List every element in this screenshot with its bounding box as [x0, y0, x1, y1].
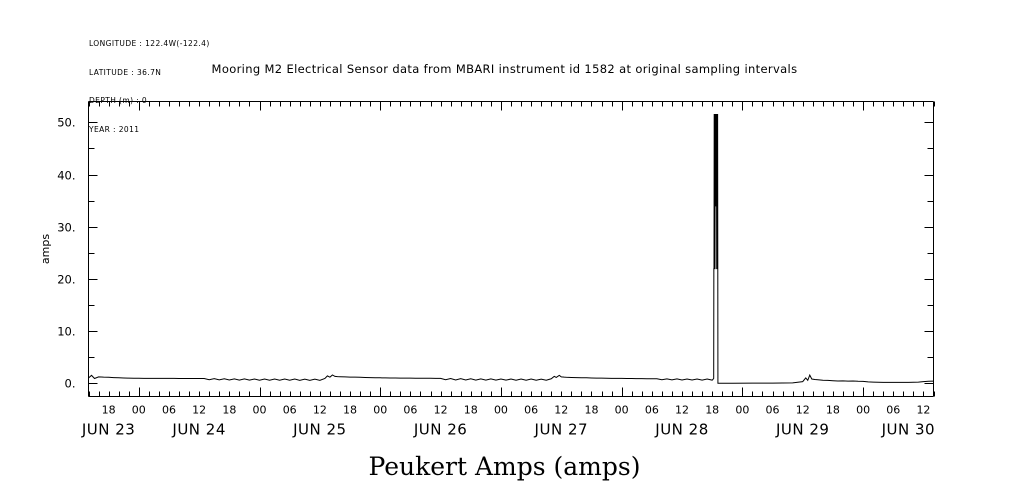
- x-hour-label-5: 00: [253, 404, 267, 417]
- y-tick-label-10: 10.: [57, 325, 75, 339]
- x-axis-caption: Peukert Amps (amps): [0, 452, 1009, 481]
- metadata-year: YEAR : 2011: [89, 124, 140, 134]
- x-hour-label-21: 00: [735, 404, 749, 417]
- y-tick-label-50: 50.: [57, 116, 75, 130]
- x-hour-label-7: 12: [313, 404, 327, 417]
- x-day-label-1: JUN 24: [171, 421, 225, 439]
- x-hour-label-15: 12: [554, 404, 568, 417]
- x-hour-label-12: 18: [464, 404, 478, 417]
- x-hour-label-11: 12: [434, 404, 448, 417]
- x-hour-label-23: 12: [796, 404, 810, 417]
- y-tick-label-40: 40.: [57, 169, 75, 183]
- y-axis-title: amps: [39, 234, 52, 264]
- x-hour-label-0: 18: [102, 404, 116, 417]
- x-hour-label-19: 12: [675, 404, 689, 417]
- x-day-label-5: JUN 28: [654, 421, 708, 439]
- data-trace-peukert-amps: [88, 114, 934, 384]
- y-tick-label-30: 30.: [57, 221, 75, 235]
- x-hour-label-24: 18: [826, 404, 840, 417]
- x-hour-label-26: 06: [886, 404, 900, 417]
- x-hour-label-10: 06: [403, 404, 417, 417]
- metadata-depth: DEPTH (m) : 0: [89, 96, 148, 105]
- x-hour-label-1: 00: [132, 404, 146, 417]
- x-hour-label-18: 06: [645, 404, 659, 417]
- y-tick-label-20: 20.: [57, 273, 75, 287]
- x-day-label-7: JUN 30: [881, 421, 935, 439]
- x-hour-label-2: 06: [162, 404, 176, 417]
- x-hour-label-20: 18: [705, 404, 719, 417]
- x-hour-label-25: 00: [856, 404, 870, 417]
- x-hour-label-6: 06: [283, 404, 297, 417]
- x-day-label-4: JUN 27: [534, 421, 588, 439]
- x-hour-label-9: 00: [373, 404, 387, 417]
- x-day-label-3: JUN 26: [413, 421, 467, 439]
- x-day-label-0: JUN 23: [81, 421, 135, 439]
- x-axis-caption-text: Peukert Amps (amps): [368, 452, 641, 481]
- x-hour-label-8: 18: [343, 404, 357, 417]
- x-hour-label-14: 06: [524, 404, 538, 417]
- x-hour-label-22: 06: [766, 404, 780, 417]
- chart-title-text: Mooring M2 Electrical Sensor data from M…: [211, 62, 798, 76]
- x-day-label-2: JUN 25: [292, 421, 346, 439]
- metadata-block: LONGITUDE : 122.4W(-122.4) LATITUDE : 36…: [89, 20, 210, 153]
- x-hour-label-3: 12: [192, 404, 206, 417]
- x-day-label-6: JUN 29: [775, 421, 829, 439]
- x-hour-label-16: 18: [584, 404, 598, 417]
- x-hour-label-27: 12: [916, 404, 930, 417]
- y-tick-label-0: 0.: [65, 377, 76, 391]
- metadata-latitude: LATITUDE : 36.7N: [89, 67, 162, 77]
- x-hour-label-17: 00: [615, 404, 629, 417]
- metadata-longitude: LONGITUDE : 122.4W(-122.4): [89, 39, 210, 48]
- x-hour-label-13: 00: [494, 404, 508, 417]
- chart-title: Mooring M2 Electrical Sensor data from M…: [0, 62, 1009, 76]
- x-hour-label-4: 18: [222, 404, 236, 417]
